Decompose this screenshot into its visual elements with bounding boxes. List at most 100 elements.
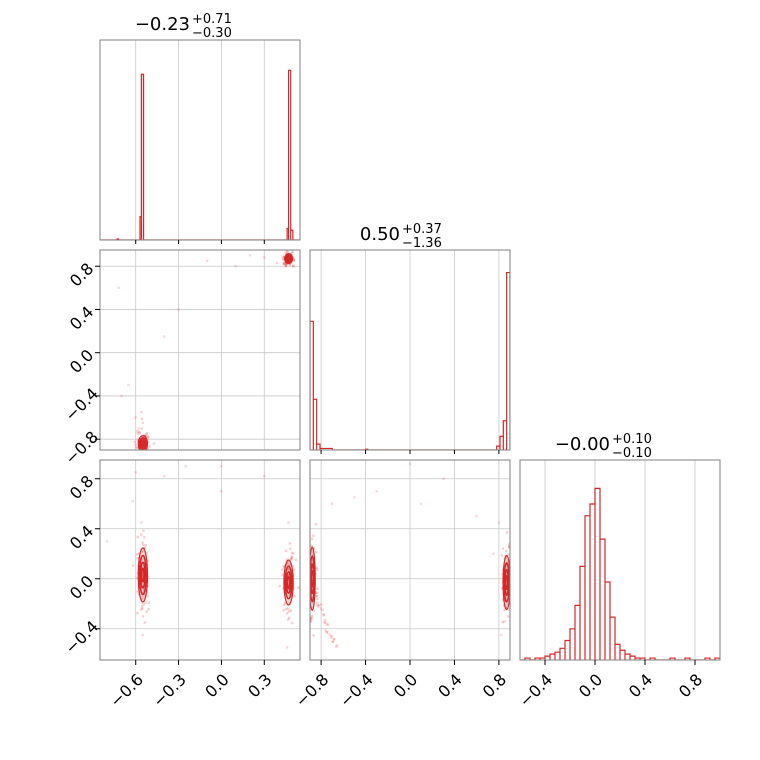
y-tick-label: −0.8 [61, 427, 102, 468]
histogram-bar [585, 516, 590, 660]
scatter-point [315, 594, 318, 598]
scatter-point [140, 608, 143, 611]
scatter-point [287, 607, 290, 611]
scatter-point [282, 258, 286, 261]
scatter-point [141, 550, 145, 553]
scatter-point [284, 549, 288, 553]
scatter-point [141, 421, 145, 425]
scatter-point [281, 573, 284, 577]
scatter-point [288, 563, 291, 567]
panel-title-minus: −0.10 [612, 446, 652, 461]
scatter-point [511, 561, 513, 563]
scatter-point [292, 259, 296, 262]
scatter-point [311, 578, 314, 581]
scatter-point [141, 442, 145, 445]
panel-title-median: −0.23 [135, 14, 190, 35]
scatter-point [285, 612, 289, 615]
panel-title-plus: +0.10 [612, 432, 652, 447]
scatter-point [503, 608, 506, 612]
x-tick-label: −0.4 [336, 670, 377, 711]
panel-frame [519, 459, 721, 661]
scatter-point [263, 256, 266, 259]
scatter-points [117, 250, 296, 456]
scatter-point [288, 592, 291, 596]
scatter-point [141, 577, 145, 581]
scatter-point [331, 640, 335, 644]
scatter-point [288, 616, 291, 620]
scatter-point [506, 603, 509, 606]
scatter-point [286, 250, 289, 253]
x-tick-label: 0.0 [390, 670, 421, 701]
histogram-outline [520, 487, 720, 660]
scatter-point [497, 521, 501, 524]
scatter-point [141, 605, 144, 608]
scatter-point [138, 446, 142, 450]
scatter-point [285, 262, 288, 266]
scatter-point [375, 490, 378, 493]
density-contour [504, 574, 509, 591]
scatter-point [137, 593, 140, 596]
scatter-point [147, 575, 150, 579]
scatter-point [504, 549, 508, 553]
scatter-point [310, 619, 312, 623]
density-contour [284, 254, 293, 263]
scatter-point [335, 645, 338, 648]
scatter-point [152, 442, 156, 445]
y-tick-label: −0.4 [61, 617, 102, 658]
scatter-point [503, 620, 506, 623]
scatter-point [146, 437, 149, 440]
scatter-point [136, 432, 140, 435]
scatter-point [505, 607, 508, 610]
scatter-point [284, 607, 288, 611]
panel-title-median: −0.00 [555, 434, 610, 455]
scatter-point [286, 560, 290, 564]
scatter-point [282, 564, 285, 568]
scatter-point [307, 603, 309, 605]
scatter-point [310, 559, 314, 562]
x-tick-label: −0.4 [515, 670, 556, 711]
scatter-point [138, 430, 141, 434]
scatter-point [294, 558, 298, 561]
x-tick-label: 0.3 [244, 670, 275, 701]
scatter-point [285, 646, 289, 649]
scatter-point [177, 308, 180, 311]
scatter-point [311, 614, 314, 618]
histogram-bar [590, 504, 595, 660]
scatter-point [291, 556, 294, 559]
scatter-point [323, 621, 326, 624]
scatter-point [141, 633, 145, 637]
scatter-point [144, 601, 147, 604]
scatter-point [330, 634, 333, 638]
scatter-point [507, 544, 510, 548]
scatter-point [286, 618, 290, 621]
scatter-point [512, 621, 514, 623]
scatter-point [508, 542, 510, 546]
density-contour [140, 440, 145, 447]
scatter-point [285, 250, 289, 253]
x-tick-label: 0.0 [201, 670, 232, 701]
scatter-point [117, 286, 120, 290]
scatter-point [136, 557, 139, 560]
scatter-point [234, 265, 237, 268]
scatter-point [147, 440, 150, 444]
scatter-point [142, 454, 144, 456]
scatter-point [331, 640, 334, 643]
scatter-point [327, 623, 330, 626]
scatter-point [506, 566, 509, 569]
scatter-point [144, 433, 148, 436]
scatter-point [307, 572, 309, 574]
y-tick-label: 0.0 [66, 346, 97, 377]
scatter-point [146, 559, 150, 563]
scatter-point [290, 551, 294, 555]
scatter-point [286, 568, 290, 571]
scatter-point [310, 550, 314, 554]
scatter-point [305, 583, 307, 585]
scatter-point [291, 621, 294, 625]
scatter-point [506, 606, 509, 610]
scatter-point [331, 502, 334, 505]
scatter-point [135, 576, 139, 580]
scatter-point [275, 261, 279, 265]
panel-title-plus: +0.37 [402, 222, 442, 237]
scatter-point [315, 551, 318, 554]
scatter-point [284, 265, 288, 268]
